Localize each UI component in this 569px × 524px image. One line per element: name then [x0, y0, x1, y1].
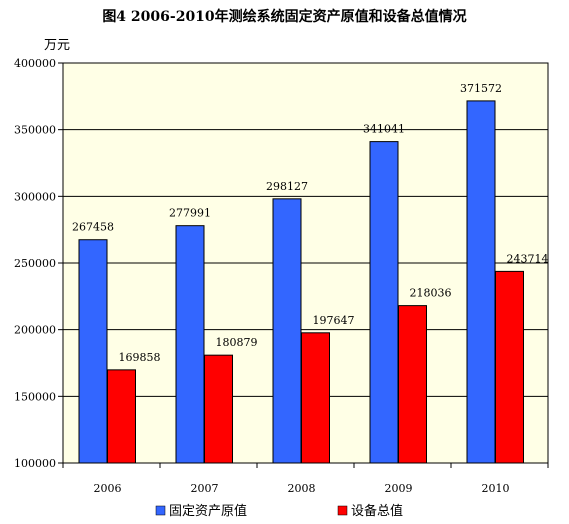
legend-swatch: [337, 505, 348, 516]
axes: 100000 150000 200000 250000 300000 350000 4000…: [14, 38, 549, 495]
x-tick-label: 2006: [94, 482, 122, 495]
bar-fixed-assets: [175, 225, 205, 464]
legend-swatch: [155, 505, 166, 516]
bar-fixed-assets: [78, 239, 108, 464]
data-label: 298127: [266, 180, 308, 193]
bar-equipment: [204, 354, 233, 464]
y-tick-label: 250000: [14, 257, 56, 270]
data-label: 371572: [460, 82, 502, 95]
y-tick-label: 200000: [14, 324, 56, 337]
bars: [78, 100, 524, 464]
data-label: 277991: [169, 207, 211, 220]
legend-label: 设备总值: [351, 503, 403, 519]
x-tick-label: 2010: [482, 482, 510, 495]
chart-title: 图4 2006-2010年测绘系统固定资产原值和设备总值情况: [102, 9, 467, 25]
data-label: 243714: [507, 252, 549, 265]
y-tick-label: 300000: [14, 190, 56, 203]
data-label: 267458: [72, 221, 114, 234]
data-label: 197647: [313, 314, 355, 327]
data-label: 218036: [410, 287, 452, 300]
bar-fixed-assets: [466, 100, 496, 464]
bar-fixed-assets: [369, 141, 399, 464]
bar-equipment: [107, 369, 136, 464]
y-tick-label: 100000: [14, 457, 56, 470]
data-label: 341041: [363, 123, 405, 136]
data-label: 180879: [216, 336, 258, 349]
data-label: 169858: [119, 351, 161, 364]
x-tick-label: 2007: [191, 482, 219, 495]
y-tick-label: 400000: [14, 57, 56, 70]
x-tick-label: 2009: [385, 482, 413, 495]
legend-label: 固定资产原值: [169, 503, 247, 519]
data-labels: 267458 169858 277991 180879 298127 197647 3410…: [72, 82, 549, 364]
bar-equipment: [495, 270, 524, 464]
y-tick-label: 150000: [14, 390, 56, 403]
y-axis-unit: 万元: [44, 38, 70, 53]
bar-fixed-assets: [272, 198, 302, 464]
bar-equipment: [301, 332, 330, 464]
bar-equipment: [398, 305, 427, 464]
x-tick-label: 2008: [288, 482, 316, 495]
legend: 固定资产原值 设备总值: [155, 503, 403, 519]
y-tick-label: 350000: [14, 124, 56, 137]
